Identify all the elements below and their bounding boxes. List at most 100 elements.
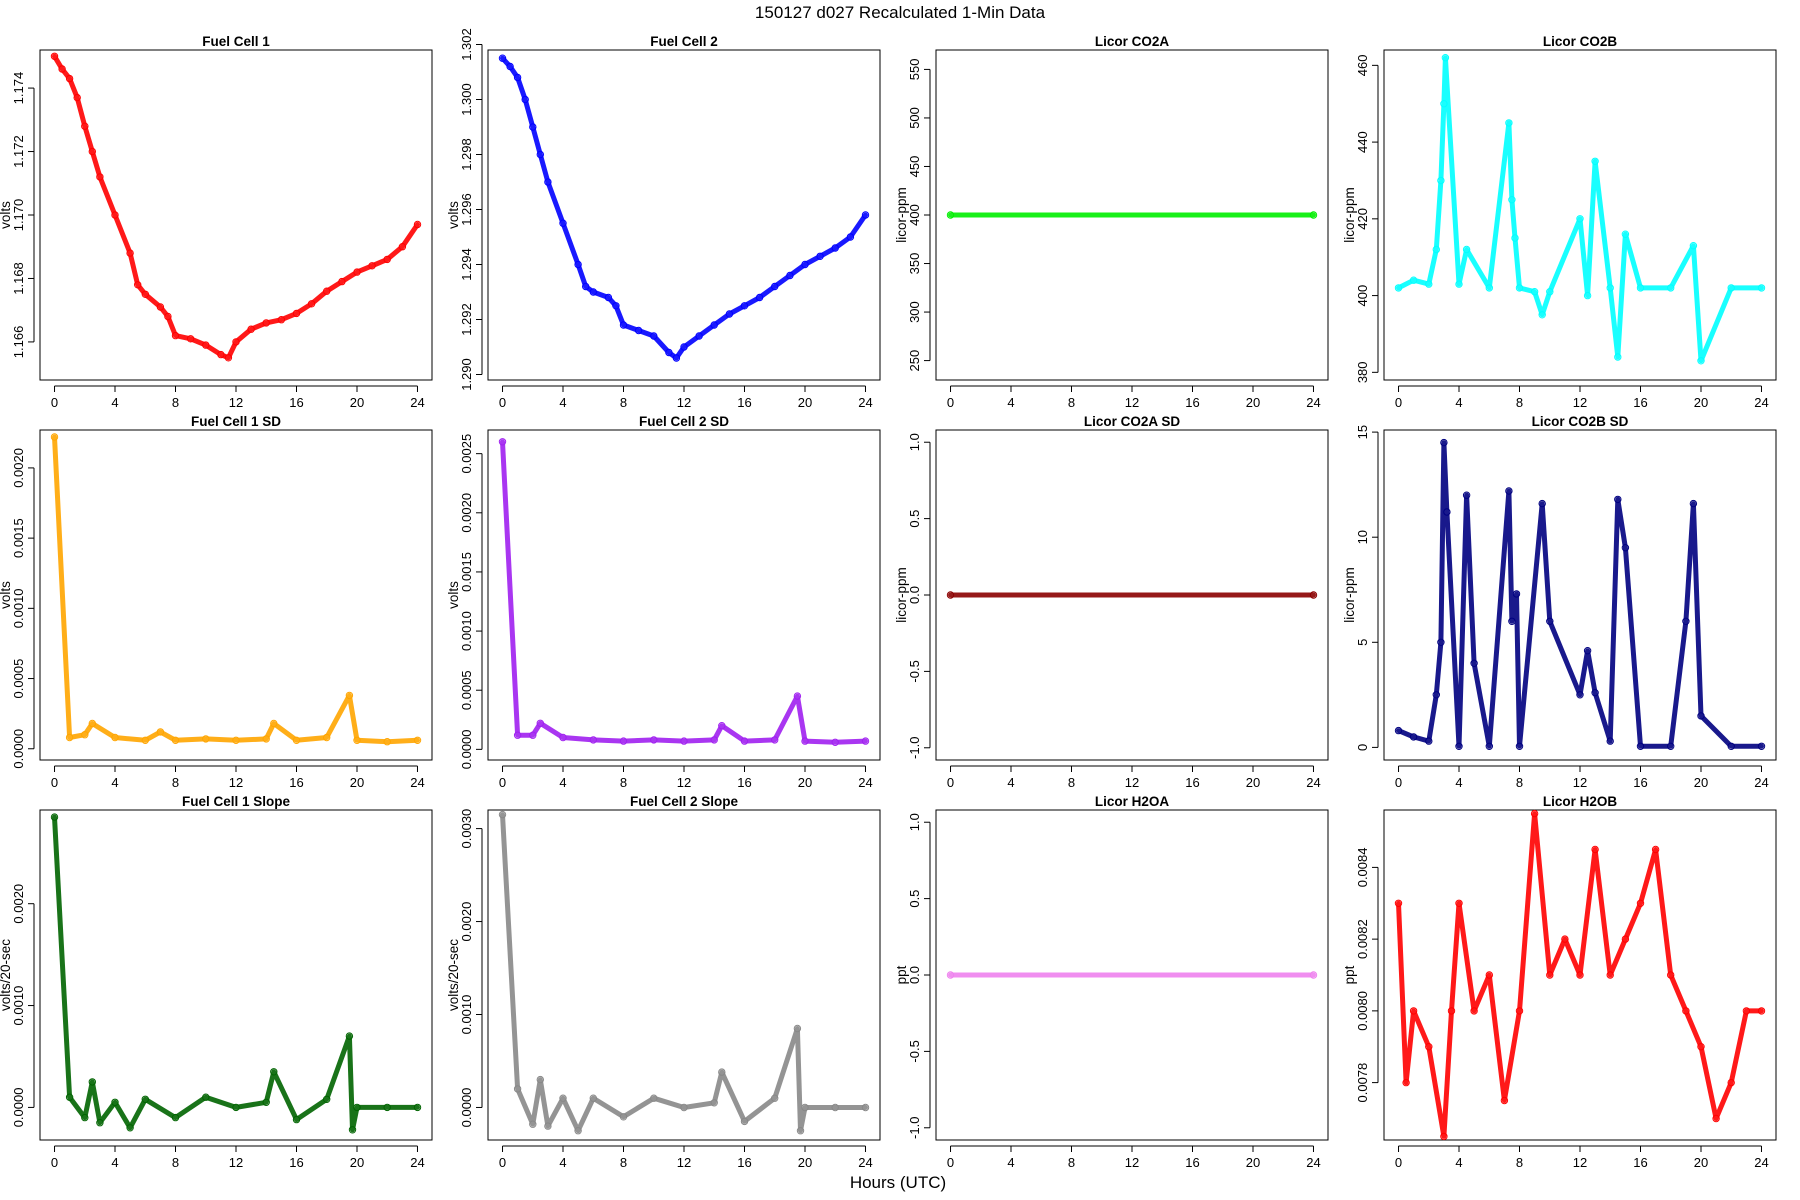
panel-title: Licor H2OA xyxy=(1095,794,1170,809)
data-point xyxy=(796,1127,805,1135)
data-point xyxy=(946,971,955,979)
data-point xyxy=(164,312,172,321)
data-point xyxy=(383,255,391,264)
data-point xyxy=(1614,495,1622,504)
x-tick-label: 8 xyxy=(1516,775,1523,790)
data-point xyxy=(270,1068,278,1076)
x-tick-label: 12 xyxy=(677,395,691,410)
y-tick-label: 300 xyxy=(907,301,922,323)
data-point xyxy=(1309,971,1318,979)
data-point xyxy=(1757,742,1766,750)
panel-title: Fuel Cell 2 xyxy=(650,34,718,49)
x-tick-label: 20 xyxy=(798,395,812,410)
data-point xyxy=(1515,284,1524,292)
x-tick-label: 0 xyxy=(947,775,954,790)
x-tick-label: 16 xyxy=(289,1155,303,1170)
data-point xyxy=(589,1094,597,1102)
data-point xyxy=(574,1127,582,1135)
data-point xyxy=(1651,845,1660,854)
data-point xyxy=(81,122,89,130)
data-point xyxy=(680,737,688,745)
y-tick-label: 1.302 xyxy=(459,28,474,61)
y-axis-label: licor-ppm xyxy=(894,567,909,623)
data-point xyxy=(111,733,119,742)
plot-frame xyxy=(487,49,881,381)
data-point xyxy=(1455,742,1463,750)
x-tick-label: 20 xyxy=(1694,775,1708,790)
data-point xyxy=(1470,1007,1478,1015)
panel-licor-h2ob: Licor H2OB 0 4 8 12 16 20 24 0.0078 0.0080 0.0082 0… xyxy=(1342,794,1777,1170)
data-point xyxy=(1409,733,1418,741)
data-point xyxy=(634,326,643,335)
y-tick-label: 460 xyxy=(1355,54,1370,76)
panel-title: Licor CO2B xyxy=(1543,34,1618,49)
x-tick-label: 16 xyxy=(1185,1155,1199,1170)
y-axis-label: volts xyxy=(0,581,13,609)
x-tick-label: 12 xyxy=(229,775,243,790)
y-tick-label: 0.0 xyxy=(907,966,922,984)
y-tick-label: 0.5 xyxy=(907,890,922,908)
x-tick-label: 12 xyxy=(1125,1155,1139,1170)
data-point xyxy=(171,736,180,744)
data-point xyxy=(1667,971,1675,979)
data-point xyxy=(506,62,514,71)
x-tick-label: 12 xyxy=(1125,395,1139,410)
data-point xyxy=(1394,284,1403,292)
y-axis-label: licor-ppm xyxy=(894,187,909,243)
panel-title: Fuel Cell 1 Slope xyxy=(182,794,291,809)
series-trace xyxy=(52,814,420,1133)
data-point xyxy=(831,1103,839,1112)
data-point xyxy=(1409,276,1418,284)
data-point xyxy=(1697,357,1705,365)
x-tick-label: 24 xyxy=(1754,1155,1768,1170)
data-point xyxy=(1441,54,1450,62)
data-point xyxy=(536,1075,544,1084)
y-tick-label: 420 xyxy=(1355,208,1370,230)
figure-title: 150127 d027 Recalculated 1-Min Data xyxy=(755,3,1046,22)
data-point xyxy=(529,731,537,739)
x-tick-label: 0 xyxy=(947,395,954,410)
y-tick-label: 1.0 xyxy=(907,813,922,831)
data-point xyxy=(1530,288,1539,296)
y-tick-label: 1.174 xyxy=(11,72,26,105)
x-tick-label: 16 xyxy=(1633,395,1647,410)
data-point xyxy=(786,271,794,280)
plot-frame xyxy=(1383,809,1777,1141)
data-point xyxy=(801,260,809,269)
data-point xyxy=(58,65,66,73)
data-point xyxy=(1727,742,1735,750)
data-point xyxy=(1409,1007,1418,1015)
data-point xyxy=(619,321,628,329)
data-point xyxy=(861,1103,870,1112)
panel-title: Licor CO2A xyxy=(1095,34,1170,49)
x-tick-label: 0 xyxy=(51,1155,58,1170)
x-tick-label: 8 xyxy=(1068,1155,1075,1170)
data-point xyxy=(262,1098,270,1107)
x-tick-label: 12 xyxy=(229,1155,243,1170)
data-point xyxy=(88,147,97,156)
data-point xyxy=(536,150,544,159)
x-tick-label: 12 xyxy=(1573,1155,1587,1170)
data-point xyxy=(156,303,165,311)
data-point xyxy=(217,350,225,359)
data-point xyxy=(1591,157,1599,166)
data-point xyxy=(202,1093,210,1101)
data-point xyxy=(413,220,422,229)
data-point xyxy=(801,737,809,745)
data-point xyxy=(186,335,195,343)
data-point xyxy=(126,249,134,257)
x-tick-label: 24 xyxy=(858,775,872,790)
data-point xyxy=(73,93,81,102)
data-point xyxy=(353,268,361,276)
y-tick-label: 0.0030 xyxy=(459,809,474,849)
data-point xyxy=(1432,245,1441,254)
data-point xyxy=(521,95,529,104)
x-tick-label: 4 xyxy=(111,1155,118,1170)
y-tick-label: 0.0025 xyxy=(459,434,474,474)
data-point xyxy=(1455,899,1463,907)
x-tick-label: 24 xyxy=(858,395,872,410)
y-tick-label: 0.0005 xyxy=(459,670,474,710)
y-tick-label: 0.5 xyxy=(907,510,922,528)
data-point xyxy=(232,736,240,744)
